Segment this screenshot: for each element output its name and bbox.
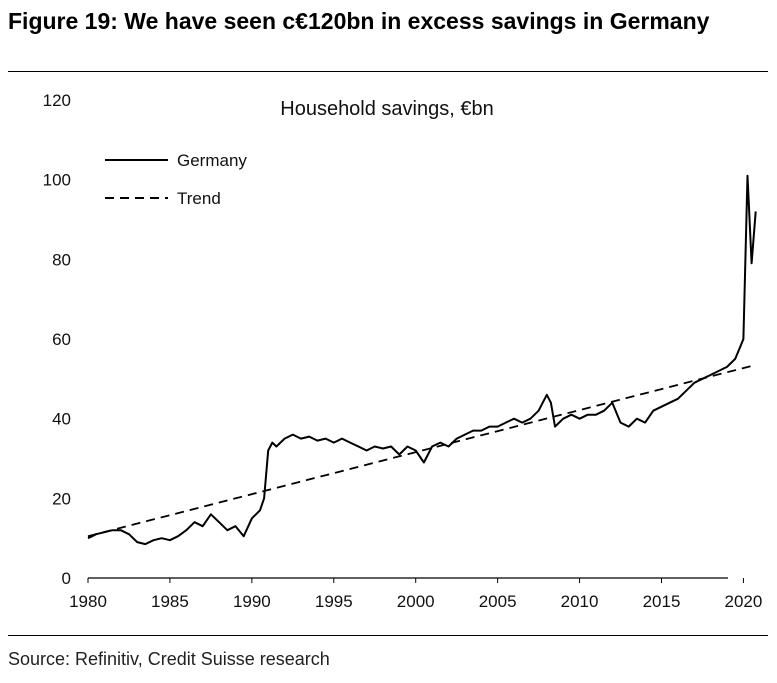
y-tick-label: 80 — [52, 250, 71, 269]
x-tick-label: 1995 — [315, 592, 353, 611]
top-divider — [8, 71, 768, 72]
x-tick-label: 1985 — [151, 592, 189, 611]
series-line-trend — [87, 364, 756, 538]
y-tick-label: 0 — [62, 569, 71, 588]
x-tick-label: 2000 — [397, 592, 435, 611]
series-layer — [87, 174, 757, 546]
x-tick-label: 1980 — [69, 592, 107, 611]
legend-label-trend: Trend — [177, 189, 221, 208]
y-tick-label: 60 — [52, 330, 71, 349]
source-note: Source: Refinitiv, Credit Suisse researc… — [8, 649, 330, 669]
chart-title: Household savings, €bn — [280, 98, 493, 120]
x-tick-label: 2005 — [479, 592, 517, 611]
y-tick-label: 100 — [43, 171, 71, 190]
x-tick-labels: 1980 1985 1990 1995 2000 2005 2010 2015 2020 — [69, 578, 762, 611]
x-tick-label: 1990 — [233, 592, 271, 611]
y-tick-labels: 0 20 40 60 80 100 120 — [43, 91, 71, 588]
x-tick-label: 2015 — [643, 592, 681, 611]
bottom-divider — [8, 635, 768, 636]
series-line-germany — [87, 174, 757, 546]
x-tick-label: 2020 — [725, 592, 763, 611]
y-tick-label: 40 — [52, 410, 71, 429]
x-tick-label: 2010 — [561, 592, 599, 611]
legend: Germany Trend — [105, 151, 247, 208]
y-tick-label: 120 — [43, 91, 71, 110]
figure-title: Figure 19: We have seen c€120bn in exces… — [8, 8, 710, 34]
legend-label-germany: Germany — [177, 151, 247, 170]
y-tick-label: 20 — [52, 489, 71, 508]
